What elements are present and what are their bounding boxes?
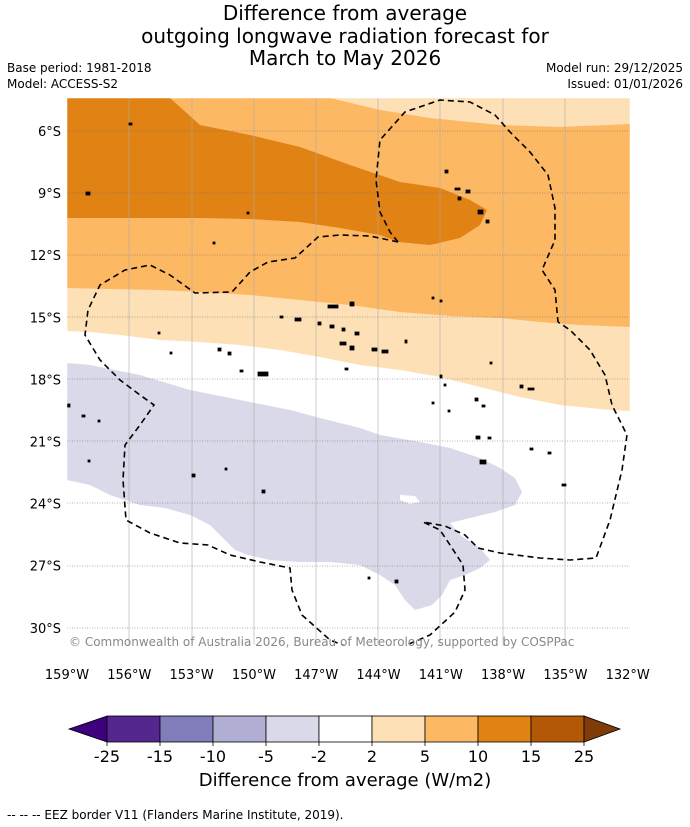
colorbar-segment [159, 715, 214, 743]
lat-label: 24°S [30, 498, 61, 513]
model-name: Model: ACCESS-S2 [7, 77, 119, 91]
colorbar-segment [424, 715, 479, 743]
colorbar-segment [371, 715, 426, 743]
neutral-notch [400, 495, 420, 504]
lat-label: 18°S [30, 373, 61, 388]
lon-label: 147°W [294, 668, 338, 683]
model-run: Model run: 29/12/2025 [545, 61, 683, 75]
colorbar: -25 -15 -10 -5 -2 2 5 10 15 25 [67, 715, 622, 766]
lat-label: 12°S [30, 249, 61, 264]
meta-right: Model run: 29/12/2025 Issued: 01/01/2026 [546, 60, 683, 92]
lon-label: 141°W [419, 668, 463, 683]
lon-label: 150°W [232, 668, 276, 683]
eez-legend-note: -- -- -- EEZ border V11 (Flanders Marine… [7, 808, 344, 822]
colorbar-segment [530, 715, 585, 743]
lat-label: 6°S [38, 125, 61, 140]
lat-label: 9°S [38, 187, 61, 202]
lat-label: 27°S [30, 560, 61, 575]
latitude-labels: 6°S 9°S 12°S 15°S 18°S 21°S 24°S 27°S 30°S [30, 125, 61, 637]
eez-border-french-polynesia [84, 234, 628, 645]
colorbar-tick-label: 10 [468, 747, 488, 766]
colorbar-tick-label: -15 [147, 747, 173, 766]
lat-label: 15°S [30, 311, 61, 326]
lon-label: 135°W [543, 668, 587, 683]
colorbar-segment [265, 715, 320, 743]
colorbar-tick-label: -10 [200, 747, 226, 766]
colorbar-tick-label: 2 [367, 747, 377, 766]
title-line-1: Difference from average [222, 1, 468, 25]
title-line-2: outgoing longwave radiation forecast for [141, 23, 549, 48]
issued-date: Issued: 01/01/2026 [567, 77, 683, 91]
colorbar-segment [318, 715, 373, 743]
lon-label: 153°W [170, 668, 214, 683]
colorbar-segment [212, 715, 267, 743]
colorbar-tick-label: -25 [94, 747, 120, 766]
map-plot-area [67, 98, 630, 645]
anomaly-band-minus5-minus2 [67, 363, 522, 610]
plot-frame [66, 97, 631, 646]
islands [67, 122, 567, 584]
lon-label: 138°W [481, 668, 525, 683]
title-line-3: March to May 2026 [248, 46, 442, 70]
meta-left: Base period: 1981-2018 Model: ACCESS-S2 [7, 60, 152, 92]
base-period: Base period: 1981-2018 [7, 61, 152, 75]
colorbar-tick-label: 15 [521, 747, 541, 766]
lon-label: 132°W [606, 668, 650, 683]
colorbar-tick-label: -5 [258, 747, 274, 766]
colorbar-extend-high [583, 715, 622, 743]
chart-title: Difference from average outgoing longwav… [0, 2, 690, 70]
longitude-labels: 159°W 156°W 153°W 150°W 147°W 144°W 141°W 138°W… [45, 668, 650, 683]
lat-label: 30°S [30, 622, 61, 637]
lon-label: 156°W [107, 668, 151, 683]
colorbar-segment [106, 715, 161, 743]
lat-label: 21°S [30, 436, 61, 451]
colorbar-tick-label: 25 [574, 747, 594, 766]
colorbar-segment [477, 715, 532, 743]
colorbar-tick-label: 5 [420, 747, 430, 766]
eez-border-kiribati [375, 99, 559, 323]
copyright-text: © Commonwealth of Australia 2026, Bureau… [69, 635, 574, 649]
lon-label: 144°W [356, 668, 400, 683]
colorbar-label: Difference from average (W/m2) [198, 770, 492, 791]
anomaly-band-10-15 [67, 98, 487, 245]
colorbar-extend-low [67, 715, 108, 743]
lon-label: 159°W [45, 668, 89, 683]
colorbar-tick-label: -2 [311, 747, 327, 766]
